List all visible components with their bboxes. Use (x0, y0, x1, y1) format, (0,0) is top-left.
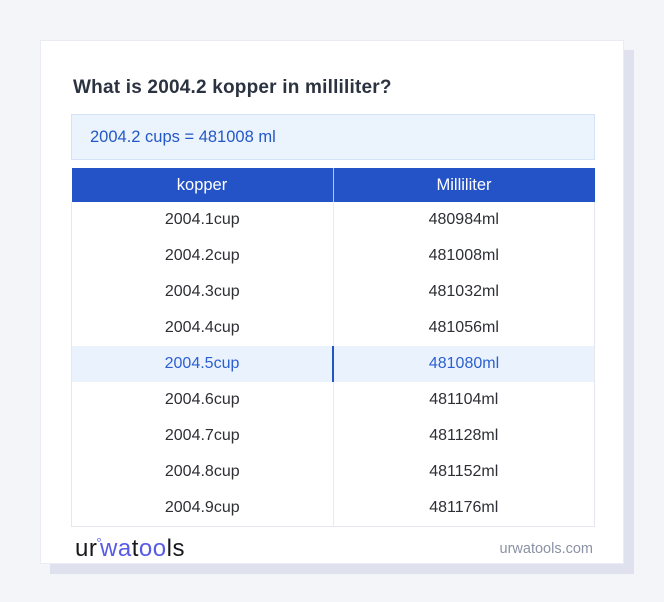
table-cell[interactable]: 480984ml (332, 202, 595, 238)
table-cell[interactable]: 2004.8cup (71, 454, 333, 490)
table-cell[interactable]: 2004.3cup (71, 274, 333, 310)
table-row[interactable]: 2004.4cup 481056ml (71, 310, 595, 346)
table-cell[interactable]: 2004.6cup (71, 382, 333, 418)
table-row[interactable]: 2004.9cup 481176ml (71, 490, 595, 527)
logo-glasses-oo: oo (138, 534, 167, 562)
conversion-table-body: 2004.1cup 480984ml 2004.2cup 481008ml 2004.3… (71, 202, 595, 527)
table-row[interactable]: 2004.5cup 481080ml (71, 346, 595, 382)
logo-text-dark: t (131, 534, 139, 562)
table-row[interactable]: 2004.7cup 481128ml (71, 418, 595, 454)
table-row[interactable]: 2004.3cup 481032ml (71, 274, 595, 310)
table-cell[interactable]: 481104ml (332, 382, 595, 418)
table-cell[interactable]: 481008ml (332, 238, 595, 274)
table-cell[interactable]: 481056ml (332, 310, 595, 346)
card-footer: ur°watools urwatools.com (71, 527, 595, 571)
table-cell[interactable]: 2004.4cup (71, 310, 333, 346)
table-cell[interactable]: 2004.2cup (71, 238, 333, 274)
logo-text-dark: ur (75, 534, 98, 562)
table-cell[interactable]: 481176ml (332, 490, 595, 527)
table-cell[interactable]: 2004.7cup (71, 418, 333, 454)
table-cell[interactable]: 481032ml (332, 274, 595, 310)
page-title: What is 2004.2 kopper in milliliter? (73, 77, 392, 98)
conversion-card: What is 2004.2 kopper in milliliter? 200… (40, 40, 624, 564)
table-cell[interactable]: 481080ml (332, 346, 595, 382)
table-cell[interactable]: 481128ml (332, 418, 595, 454)
conversion-result-box: 2004.2 cups = 481008 ml (71, 114, 595, 160)
conversion-table: kopper Milliliter 2004.1cup 480984ml 2004.… (71, 168, 595, 527)
table-cell[interactable]: 481152ml (332, 454, 595, 490)
table-row[interactable]: 2004.8cup 481152ml (71, 454, 595, 490)
logo-text-blue: wa (100, 534, 132, 562)
conversion-result-text: 2004.2 cups = 481008 ml (90, 128, 276, 146)
column-header-milliliter: Milliliter (332, 168, 595, 202)
table-cell[interactable]: 2004.9cup (71, 490, 333, 527)
urwatools-logo[interactable]: ur°watools (75, 535, 185, 563)
table-cell[interactable]: 2004.5cup (71, 346, 333, 382)
column-header-kopper: kopper (71, 168, 333, 202)
logo-text-dark: ls (166, 534, 185, 562)
table-cell[interactable]: 2004.1cup (71, 202, 333, 238)
table-row[interactable]: 2004.6cup 481104ml (71, 382, 595, 418)
table-row[interactable]: 2004.1cup 480984ml (71, 202, 595, 238)
table-header-row: kopper Milliliter (71, 168, 595, 202)
site-domain-text: urwatools.com (499, 540, 593, 557)
table-row[interactable]: 2004.2cup 481008ml (71, 238, 595, 274)
logo-ring-icon: ° (96, 534, 103, 550)
